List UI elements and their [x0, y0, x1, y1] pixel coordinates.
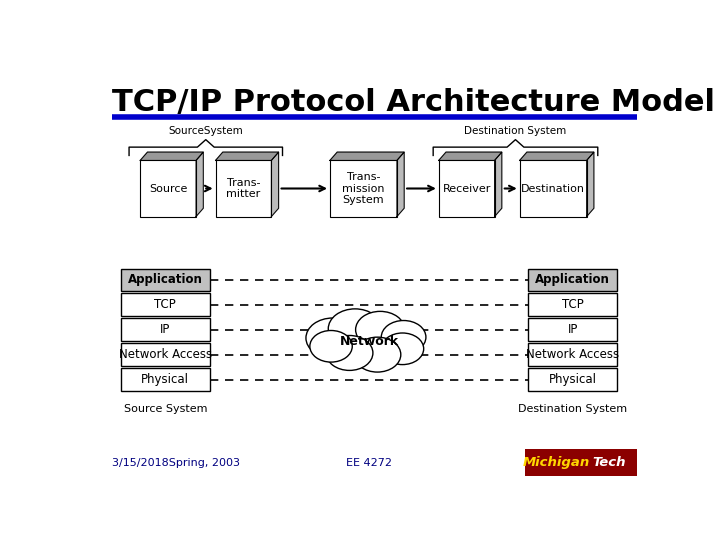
- Text: IP: IP: [567, 323, 578, 336]
- Bar: [215, 160, 271, 217]
- Polygon shape: [140, 152, 203, 160]
- Text: Receiver: Receiver: [443, 184, 491, 193]
- Polygon shape: [271, 152, 279, 217]
- Text: Trans-
mission
System: Trans- mission System: [342, 172, 384, 205]
- Bar: [438, 160, 495, 217]
- Text: Network Access: Network Access: [526, 348, 619, 361]
- Circle shape: [306, 318, 359, 358]
- Text: Destination: Destination: [521, 184, 585, 193]
- Text: Network Access: Network Access: [119, 348, 212, 361]
- Bar: [528, 343, 617, 366]
- Circle shape: [310, 330, 352, 362]
- Text: TCP: TCP: [155, 299, 176, 312]
- Text: Network: Network: [339, 335, 399, 348]
- Bar: [528, 319, 617, 341]
- Text: Physical: Physical: [549, 373, 597, 386]
- Bar: [121, 368, 210, 391]
- Text: SourceSystem: SourceSystem: [168, 126, 243, 136]
- Bar: [330, 160, 397, 217]
- Bar: [520, 160, 587, 217]
- Text: Physical: Physical: [141, 373, 189, 386]
- Circle shape: [356, 312, 405, 348]
- Bar: [121, 319, 210, 341]
- Bar: [121, 268, 210, 292]
- Polygon shape: [397, 152, 404, 217]
- Text: Trans-
mitter: Trans- mitter: [226, 178, 261, 199]
- Circle shape: [382, 333, 423, 365]
- Text: Application: Application: [535, 273, 610, 287]
- Bar: [140, 160, 196, 217]
- Text: Michigan: Michigan: [522, 456, 590, 469]
- Polygon shape: [495, 152, 502, 217]
- Polygon shape: [215, 152, 279, 160]
- Text: EE 4272: EE 4272: [346, 458, 392, 468]
- Circle shape: [382, 321, 426, 354]
- Text: Destination System: Destination System: [518, 404, 627, 414]
- Text: IP: IP: [160, 323, 171, 336]
- Text: 3/15/2018Spring, 2003: 3/15/2018Spring, 2003: [112, 458, 240, 468]
- Text: Source System: Source System: [124, 404, 207, 414]
- Bar: [121, 293, 210, 316]
- Bar: [528, 368, 617, 391]
- Polygon shape: [587, 152, 594, 217]
- Polygon shape: [330, 152, 404, 160]
- Polygon shape: [196, 152, 203, 217]
- Text: Tech: Tech: [592, 456, 626, 469]
- Bar: [528, 293, 617, 316]
- Circle shape: [326, 335, 373, 370]
- Text: Application: Application: [128, 273, 203, 287]
- Circle shape: [328, 309, 382, 349]
- Bar: [528, 268, 617, 292]
- Text: TCP/IP Protocol Architecture Model: TCP/IP Protocol Architecture Model: [112, 87, 715, 117]
- Polygon shape: [520, 152, 594, 160]
- Bar: [526, 449, 637, 476]
- Bar: [121, 343, 210, 366]
- Polygon shape: [438, 152, 502, 160]
- Text: Destination System: Destination System: [464, 126, 567, 136]
- Circle shape: [354, 337, 401, 372]
- Text: Source: Source: [149, 184, 187, 193]
- Text: TCP: TCP: [562, 299, 583, 312]
